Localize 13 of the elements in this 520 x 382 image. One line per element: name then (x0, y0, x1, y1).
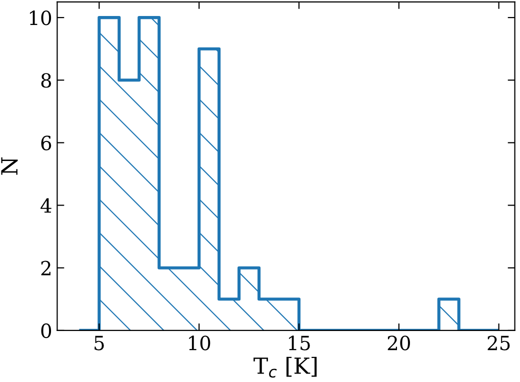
x-tick-label: 20 (388, 336, 410, 350)
x-tick-label: 10 (189, 336, 210, 350)
y-tick-label: 4 (40, 198, 52, 213)
x-tick-label: 15 (288, 336, 310, 350)
x-axis-title: T$_{c}$ [K] (254, 356, 317, 378)
x-tick-label: 5 (94, 336, 104, 350)
x-tick-label: 25 (488, 336, 510, 350)
y-tick-label: 0 (41, 323, 52, 338)
y-tick-label: 8 (41, 73, 52, 88)
y-tick-label: 10 (30, 10, 52, 26)
y-tick-label: 6 (41, 136, 52, 150)
y-tick-label: 2 (41, 260, 50, 276)
y-axis-title: N (1, 157, 18, 175)
